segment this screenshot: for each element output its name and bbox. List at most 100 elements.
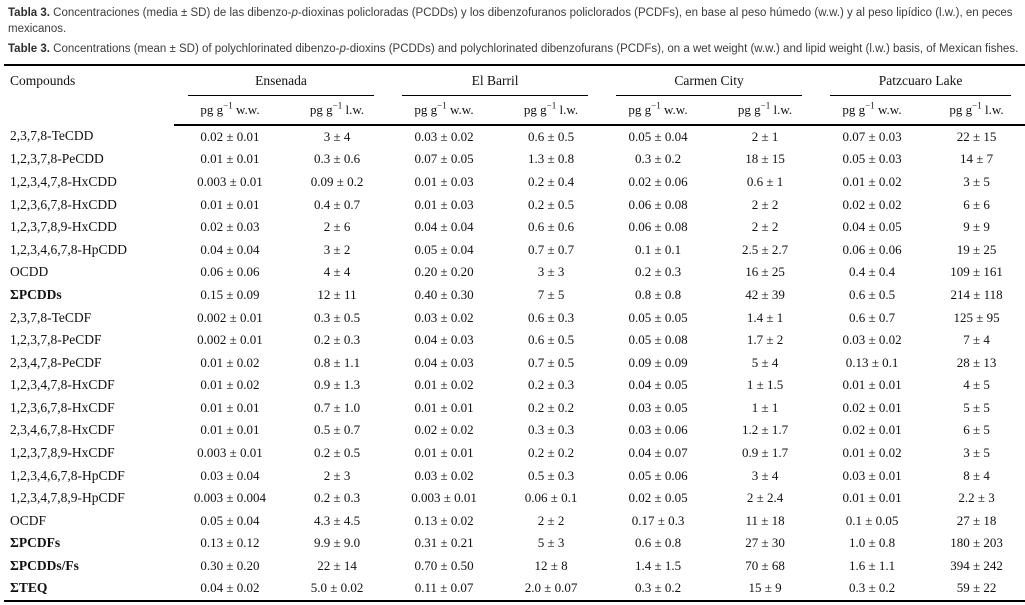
value-cell: 0.4 ± 0.7: [313, 196, 361, 212]
location-header-el-barril: El Barril: [388, 65, 602, 97]
table-header: Compounds Ensenada El Barril Carmen City…: [4, 65, 1025, 126]
value-cell: 0.05 ± 0.04: [414, 241, 474, 257]
unit-header-lw: pg g−1 l.w.: [928, 96, 1025, 126]
units-header-row: pg g−1 w.w. pg g−1 l.w. pg g−1 w.w. pg g…: [4, 96, 1025, 126]
value-cell: 0.5 ± 0.3: [527, 467, 575, 483]
value-cell: 0.07 ± 0.03: [842, 128, 902, 144]
location-label: Carmen City: [616, 73, 803, 96]
value-cell: 3 ± 2: [323, 241, 351, 257]
value-cell: 5 ± 5: [963, 399, 990, 415]
value-cell: 0.01 ± 0.02: [200, 354, 260, 370]
value-cell: 0.03 ± 0.05: [628, 399, 688, 415]
value-cell: 0.6 ± 0.5: [527, 128, 575, 144]
value-cell: 3 ± 5: [963, 444, 990, 460]
value-cell: 0.02 ± 0.05: [628, 490, 688, 506]
value-cell: 0.9 ± 1.7: [741, 444, 789, 460]
value-cell: 8 ± 4: [963, 467, 990, 483]
value-cell: 0.03 ± 0.06: [628, 422, 688, 438]
value-cell: 0.003 ± 0.01: [197, 174, 263, 190]
value-cell: 214 ± 118: [950, 286, 1003, 302]
caption-spanish-label: Tabla 3.: [8, 7, 50, 19]
value-cell: 0.01 ± 0.01: [200, 196, 260, 212]
table-row: OCDD 0.06 ± 0.06 4 ± 4 0.20 ± 0.20 3 ± 3 0.2 …: [4, 261, 1025, 284]
table-row: ΣPCDDs/Fs 0.30 ± 0.20 22 ± 14 0.70 ± 0.50 12…: [4, 555, 1025, 578]
value-cell: 3 ± 3: [537, 264, 565, 280]
value-cell: 0.05 ± 0.03: [842, 151, 902, 167]
unit-header-ww: pg g−1 w.w.: [388, 96, 501, 126]
compound-name: 1,2,3,6,7,8-HxCDF: [10, 399, 115, 415]
value-cell: 0.15 ± 0.09: [200, 286, 260, 302]
value-cell: 0.70 ± 0.50: [414, 557, 474, 573]
value-cell: 394 ± 242: [950, 557, 1003, 573]
value-cell: 0.3 ± 0.6: [313, 151, 361, 167]
compound-name: 2,3,4,7,8-PeCDF: [10, 354, 102, 370]
value-cell: 4 ± 4: [323, 264, 351, 280]
compound-name: 1,2,3,7,8,9-HxCDF: [10, 444, 115, 460]
value-cell: 0.02 ± 0.02: [842, 196, 902, 212]
value-cell: 1.4 ± 1: [746, 309, 784, 325]
value-cell: 0.01 ± 0.03: [414, 174, 474, 190]
value-cell: 0.17 ± 0.3: [631, 512, 685, 528]
value-cell: 6 ± 6: [963, 196, 990, 212]
compound-name: 2,3,7,8-TeCDF: [10, 309, 92, 325]
value-cell: 0.2 ± 0.2: [527, 444, 575, 460]
unit-header-lw: pg g−1 l.w.: [500, 96, 603, 126]
value-cell: 0.40 ± 0.30: [414, 286, 474, 302]
location-label: Ensenada: [188, 73, 375, 96]
value-cell: 2.2 ± 3: [958, 490, 995, 506]
table-row: 1,2,3,7,8-PeCDD 0.01 ± 0.01 0.3 ± 0.6 0.07 …: [4, 149, 1025, 172]
value-cell: 0.01 ± 0.01: [842, 377, 902, 393]
value-cell: 0.01 ± 0.02: [414, 377, 474, 393]
table-row: 1,2,3,4,6,7,8-HpCDD 0.04 ± 0.04 3 ± 2 0.05 …: [4, 239, 1025, 262]
value-cell: 0.13 ± 0.1: [845, 354, 899, 370]
value-cell: 0.2 ± 0.4: [527, 174, 575, 190]
unit-header-ww: pg g−1 w.w.: [602, 96, 715, 126]
compound-name: ΣPCDDs: [10, 286, 62, 302]
value-cell: 0.03 ± 0.02: [414, 128, 474, 144]
value-cell: 109 ± 161: [950, 264, 1003, 280]
compounds-column-header: Compounds: [10, 72, 76, 88]
compound-name: 1,2,3,7,8,9-HxCDD: [10, 219, 117, 235]
value-cell: 0.03 ± 0.01: [842, 467, 902, 483]
value-cell: 0.02 ± 0.06: [628, 174, 688, 190]
value-cell: 0.01 ± 0.02: [842, 174, 902, 190]
value-cell: 2 ± 1: [751, 128, 779, 144]
compound-name: 1,2,3,7,8-PeCDD: [10, 151, 104, 167]
value-cell: 0.04 ± 0.03: [414, 332, 474, 348]
value-cell: 2 ± 3: [323, 467, 351, 483]
value-cell: 0.31 ± 0.21: [414, 535, 474, 551]
caption-english-italic-p: p: [339, 42, 346, 55]
value-cell: 0.02 ± 0.01: [842, 399, 902, 415]
value-cell: 0.01 ± 0.03: [414, 196, 474, 212]
value-cell: 0.8 ± 0.8: [634, 286, 682, 302]
value-cell: 0.2 ± 0.3: [313, 490, 361, 506]
location-header-row: Compounds Ensenada El Barril Carmen City…: [4, 65, 1025, 97]
compound-name: 1,2,3,4,7,8-HxCDF: [10, 377, 115, 393]
value-cell: 7 ± 4: [963, 332, 990, 348]
location-header-carmen-city: Carmen City: [602, 65, 816, 97]
value-cell: 0.06 ± 0.06: [842, 241, 902, 257]
table-row: 1,2,3,4,7,8-HxCDF 0.01 ± 0.02 0.9 ± 1.3 0.0…: [4, 374, 1025, 397]
value-cell: 2 ± 2: [751, 196, 779, 212]
value-cell: 0.003 ± 0.004: [193, 490, 267, 506]
value-cell: 5.0 ± 0.02: [310, 580, 364, 596]
value-cell: 0.6 ± 0.5: [848, 286, 896, 302]
value-cell: 0.13 ± 0.12: [200, 535, 260, 551]
value-cell: 0.7 ± 0.5: [527, 354, 575, 370]
value-cell: 0.20 ± 0.20: [414, 264, 474, 280]
value-cell: 9.9 ± 9.0: [313, 535, 361, 551]
value-cell: 0.04 ± 0.07: [628, 444, 688, 460]
compound-name: OCDF: [10, 512, 47, 528]
value-cell: 0.04 ± 0.04: [414, 219, 474, 235]
compound-name: 1,2,3,4,6,7,8-HpCDD: [10, 241, 127, 257]
table-row: 1,2,3,4,7,8-HxCDD 0.003 ± 0.01 0.09 ± 0.2 0…: [4, 171, 1025, 194]
value-cell: 0.8 ± 1.1: [313, 354, 361, 370]
value-cell: 0.6 ± 0.8: [634, 535, 682, 551]
caption-spanish-text-pre: Concentraciones (media ± SD) de las dibe…: [49, 7, 292, 19]
value-cell: 0.05 ± 0.04: [200, 512, 260, 528]
caption-english-label: Table 3.: [8, 42, 50, 55]
value-cell: 0.01 ± 0.02: [842, 444, 902, 460]
value-cell: 1 ± 1.5: [746, 377, 784, 393]
value-cell: 0.06 ± 0.08: [628, 219, 688, 235]
value-cell: 3 ± 4: [751, 467, 779, 483]
